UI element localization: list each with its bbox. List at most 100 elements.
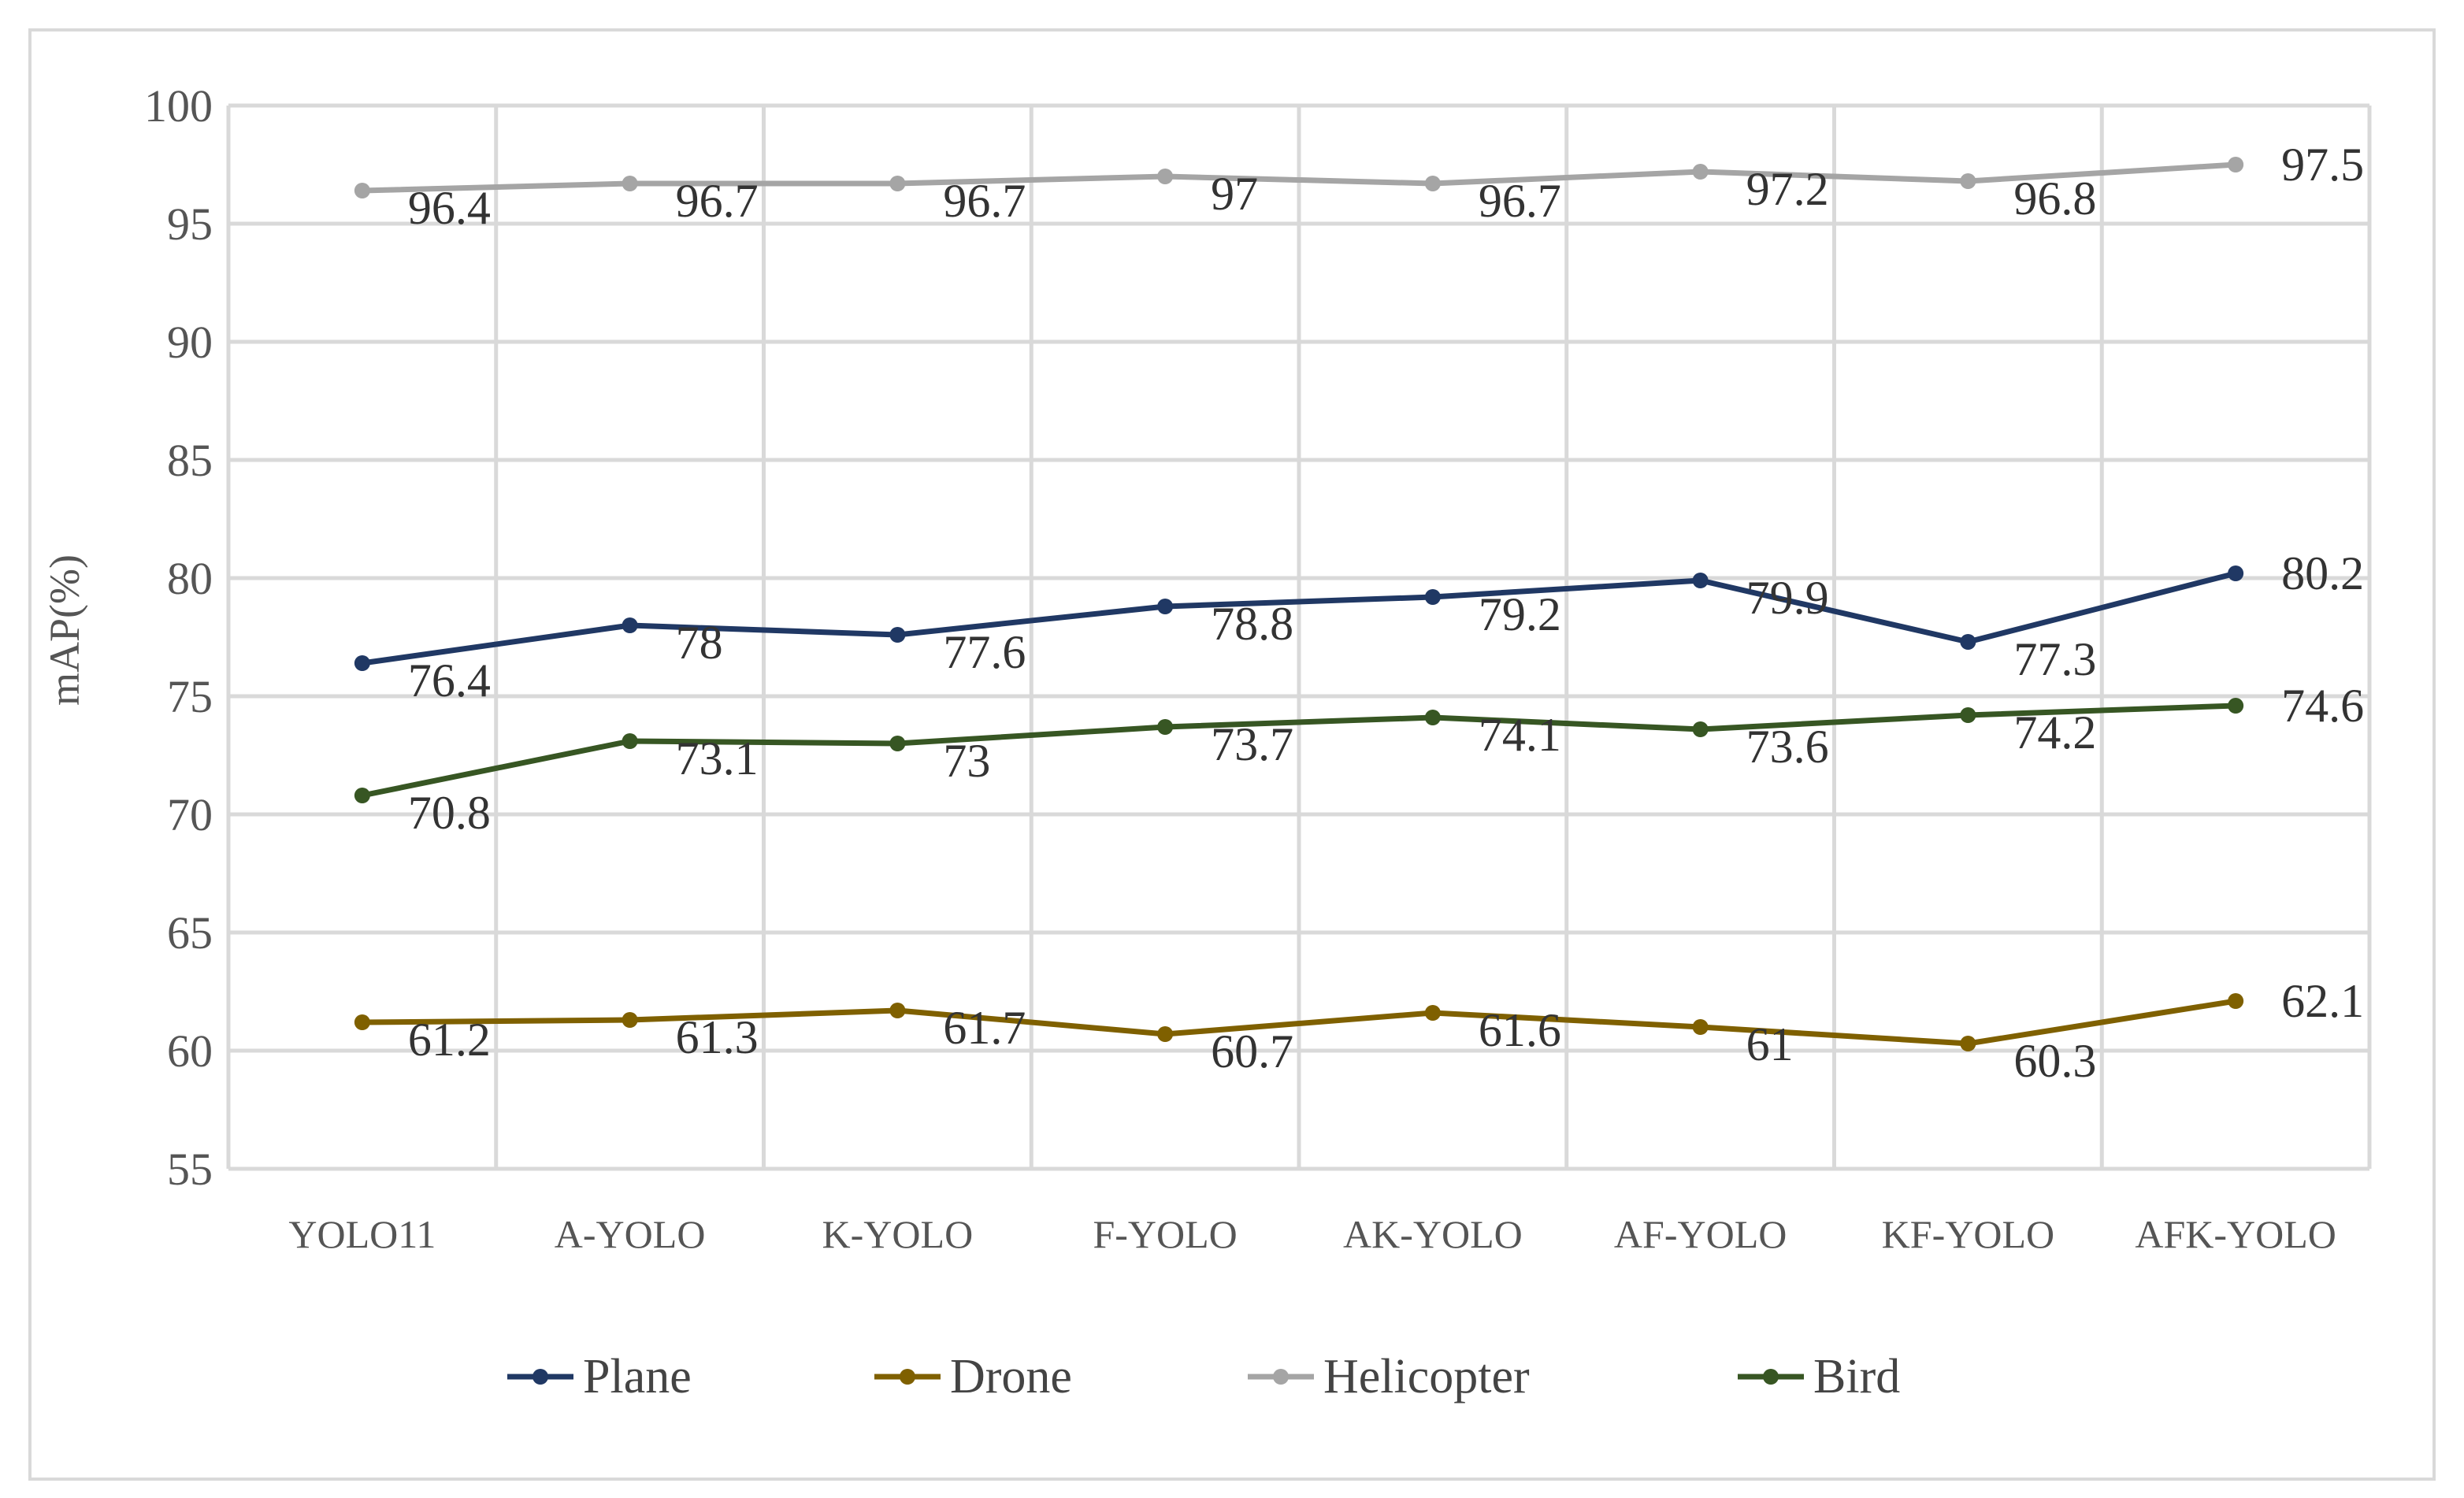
- data-point-bird: [622, 733, 638, 749]
- axes: 55 60 65 70 75 80 85 90 95 100 YOLO11 A-YOLO K-YOLO F…: [144, 80, 2336, 1256]
- data-point-plane: [1424, 589, 1441, 605]
- data-label-bird: 74.2: [2013, 706, 2096, 758]
- data-point-bird: [1157, 719, 1174, 735]
- data-point-helicopter: [354, 183, 370, 198]
- data-label-drone: 60.3: [2013, 1035, 2096, 1087]
- y-axis-label: mAP(%): [41, 554, 88, 706]
- data-point-helicopter: [622, 176, 638, 191]
- legend-marker-plane: [533, 1369, 548, 1385]
- x-tick-label: F-YOLO: [1093, 1212, 1237, 1256]
- x-tick-label: K-YOLO: [822, 1212, 974, 1256]
- data-point-drone: [1424, 1005, 1441, 1021]
- data-point-plane: [354, 655, 370, 671]
- legend-marker-bird: [1763, 1369, 1779, 1385]
- legend-label-bird: Bird: [1813, 1350, 1900, 1403]
- data-point-drone: [1157, 1026, 1174, 1042]
- data-label-drone: 61: [1746, 1018, 1794, 1070]
- data-label-bird: 70.8: [408, 787, 491, 839]
- x-tick-label: A-YOLO: [555, 1212, 706, 1256]
- y-tick-label: 75: [167, 671, 213, 722]
- data-labels: 76.4 78 77.6 78.8 79.2 79.9 77.3 80.2 61.2 61.3 61…: [408, 139, 2364, 1087]
- x-tick-label: AF-YOLO: [1614, 1212, 1787, 1256]
- data-point-bird: [354, 788, 370, 803]
- y-tick-label: 55: [167, 1144, 213, 1195]
- y-tick-label: 90: [167, 317, 213, 368]
- data-point-helicopter: [2228, 157, 2244, 172]
- data-label-helicopter: 96.7: [1479, 175, 1561, 227]
- x-tick-label: KF-YOLO: [1882, 1212, 2054, 1256]
- y-tick-label: 60: [167, 1025, 213, 1077]
- data-label-helicopter: 97: [1211, 168, 1258, 220]
- gridlines: [226, 103, 2372, 1171]
- data-point-drone: [2228, 993, 2244, 1009]
- data-label-plane: 76.4: [408, 654, 491, 706]
- data-label-helicopter: 97.2: [1746, 163, 1829, 215]
- data-label-plane: 78: [676, 617, 723, 669]
- data-label-plane: 79.2: [1479, 588, 1561, 640]
- y-tick-label: 95: [167, 198, 213, 250]
- data-label-plane: 78.8: [1211, 598, 1293, 650]
- data-point-helicopter: [1157, 169, 1174, 184]
- legend-label-plane: Plane: [583, 1350, 692, 1403]
- data-point-plane: [622, 617, 638, 633]
- data-label-plane: 77.6: [943, 626, 1026, 678]
- legend-label-helicopter: Helicopter: [1323, 1350, 1530, 1403]
- x-tick-label: AK-YOLO: [1343, 1212, 1523, 1256]
- data-point-helicopter: [1960, 173, 1976, 189]
- data-point-plane: [889, 627, 906, 643]
- y-tick-label: 80: [167, 553, 213, 604]
- data-label-bird: 73.1: [676, 732, 759, 784]
- y-tick-label: 100: [144, 80, 213, 132]
- data-label-plane: 80.2: [2281, 547, 2364, 599]
- data-point-plane: [1960, 634, 1976, 650]
- data-label-drone: 61.2: [408, 1014, 491, 1066]
- y-tick-label: 65: [167, 907, 213, 958]
- series-line-plane: [362, 570, 2236, 666]
- data-label-bird: 73: [943, 735, 990, 787]
- data-label-helicopter: 97.5: [2281, 139, 2364, 191]
- data-label-bird: 73.6: [1746, 721, 1829, 773]
- data-point-helicopter: [1692, 164, 1709, 180]
- data-point-drone: [354, 1014, 370, 1030]
- data-label-drone: 62.1: [2281, 975, 2364, 1027]
- data-label-plane: 77.3: [2013, 633, 2096, 685]
- y-tick-label: 85: [167, 435, 213, 486]
- x-tick-label: YOLO11: [288, 1212, 436, 1256]
- data-point-drone: [889, 1003, 906, 1018]
- data-label-helicopter: 96.7: [676, 175, 759, 227]
- x-tick-label: AFK-YOLO: [2135, 1212, 2336, 1256]
- data-label-helicopter: 96.8: [2013, 172, 2096, 224]
- data-point-plane: [1157, 599, 1174, 614]
- data-label-helicopter: 96.4: [408, 182, 491, 234]
- data-label-bird: 73.7: [1211, 718, 1293, 770]
- legend-label-drone: Drone: [950, 1350, 1072, 1403]
- data-label-bird: 74.6: [2281, 680, 2364, 732]
- data-point-helicopter: [1424, 176, 1441, 191]
- data-label-plane: 79.9: [1746, 572, 1829, 624]
- series-lines: [354, 157, 2244, 1051]
- data-label-bird: 74.1: [1479, 709, 1561, 761]
- data-point-drone: [1692, 1019, 1709, 1035]
- data-point-plane: [2228, 565, 2244, 581]
- series-line-helicopter: [362, 161, 2236, 194]
- data-point-drone: [622, 1012, 638, 1028]
- legend: Plane Drone Helicopter Bird: [507, 1350, 1900, 1403]
- data-label-helicopter: 96.7: [943, 175, 1026, 227]
- data-point-drone: [1960, 1036, 1976, 1051]
- series-line-bird: [362, 703, 2236, 799]
- chart-border: [28, 28, 2436, 1481]
- data-point-bird: [1692, 721, 1709, 737]
- data-point-helicopter: [889, 176, 906, 191]
- series-line-drone: [362, 998, 2236, 1047]
- data-point-plane: [1692, 573, 1709, 588]
- data-point-bird: [1424, 710, 1441, 725]
- data-point-bird: [1960, 707, 1976, 723]
- data-point-bird: [889, 736, 906, 751]
- data-label-drone: 61.7: [943, 1002, 1026, 1054]
- data-point-bird: [2228, 698, 2244, 714]
- legend-marker-drone: [900, 1369, 915, 1385]
- y-tick-label: 70: [167, 789, 213, 840]
- data-label-drone: 60.7: [1211, 1025, 1293, 1077]
